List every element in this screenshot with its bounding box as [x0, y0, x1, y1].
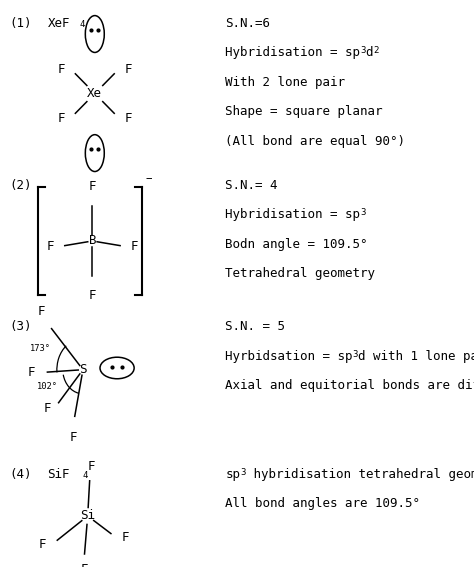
Text: hybridisation tetrahedral geometry: hybridisation tetrahedral geometry: [246, 468, 474, 481]
Text: −: −: [146, 174, 152, 184]
Text: B: B: [89, 235, 96, 247]
Text: F: F: [131, 240, 138, 253]
Text: Xe: Xe: [87, 87, 102, 100]
Text: F: F: [43, 402, 51, 414]
Text: Si: Si: [80, 510, 95, 522]
Text: F: F: [46, 240, 54, 253]
Text: S.N. = 5: S.N. = 5: [225, 320, 285, 333]
Text: 4: 4: [80, 20, 85, 29]
Text: 2: 2: [373, 46, 378, 56]
Text: F: F: [57, 112, 65, 125]
Text: (3): (3): [9, 320, 32, 333]
Text: 3: 3: [240, 468, 246, 477]
Text: F: F: [89, 289, 96, 302]
Text: Hybridisation = sp: Hybridisation = sp: [225, 46, 360, 60]
Text: F: F: [57, 62, 65, 75]
Text: With 2 lone pair: With 2 lone pair: [225, 76, 345, 89]
Text: 3: 3: [353, 350, 358, 359]
Text: XeF: XeF: [47, 17, 70, 30]
Text: d: d: [365, 46, 373, 60]
Text: d with 1 lone pair.: d with 1 lone pair.: [358, 350, 474, 363]
Text: Hybridisation = sp: Hybridisation = sp: [225, 208, 360, 221]
Text: F: F: [125, 62, 132, 75]
Text: F: F: [28, 366, 36, 379]
Text: Hyrbidsation = sp: Hyrbidsation = sp: [225, 350, 353, 363]
Text: Tetrahedral geometry: Tetrahedral geometry: [225, 267, 375, 280]
Text: 3: 3: [360, 208, 365, 217]
Text: SiF: SiF: [47, 468, 70, 481]
Text: F: F: [70, 431, 77, 445]
Text: sp: sp: [225, 468, 240, 481]
Text: (1): (1): [9, 17, 32, 30]
Text: F: F: [122, 531, 129, 544]
Text: S.N.=6: S.N.=6: [225, 17, 270, 30]
Text: (All bond are equal 90°): (All bond are equal 90°): [225, 135, 405, 148]
Text: 102°: 102°: [37, 382, 58, 391]
Text: S: S: [79, 363, 87, 376]
Text: Bodn angle = 109.5°: Bodn angle = 109.5°: [225, 238, 368, 251]
Text: Axial and equitorial bonds are different.: Axial and equitorial bonds are different…: [225, 379, 474, 392]
Text: F: F: [89, 180, 96, 193]
Text: F: F: [39, 538, 46, 551]
Text: 4: 4: [82, 471, 87, 480]
Text: 3: 3: [360, 46, 365, 56]
Text: Shape = square planar: Shape = square planar: [225, 105, 383, 119]
Text: F: F: [37, 304, 45, 318]
Text: (2): (2): [9, 179, 32, 192]
Text: F: F: [125, 112, 132, 125]
Text: F: F: [88, 460, 95, 473]
Text: (4): (4): [9, 468, 32, 481]
Text: F: F: [80, 563, 88, 567]
Text: 173°: 173°: [30, 344, 51, 353]
Text: S.N.= 4: S.N.= 4: [225, 179, 278, 192]
Text: All bond angles are 109.5°: All bond angles are 109.5°: [225, 497, 420, 510]
